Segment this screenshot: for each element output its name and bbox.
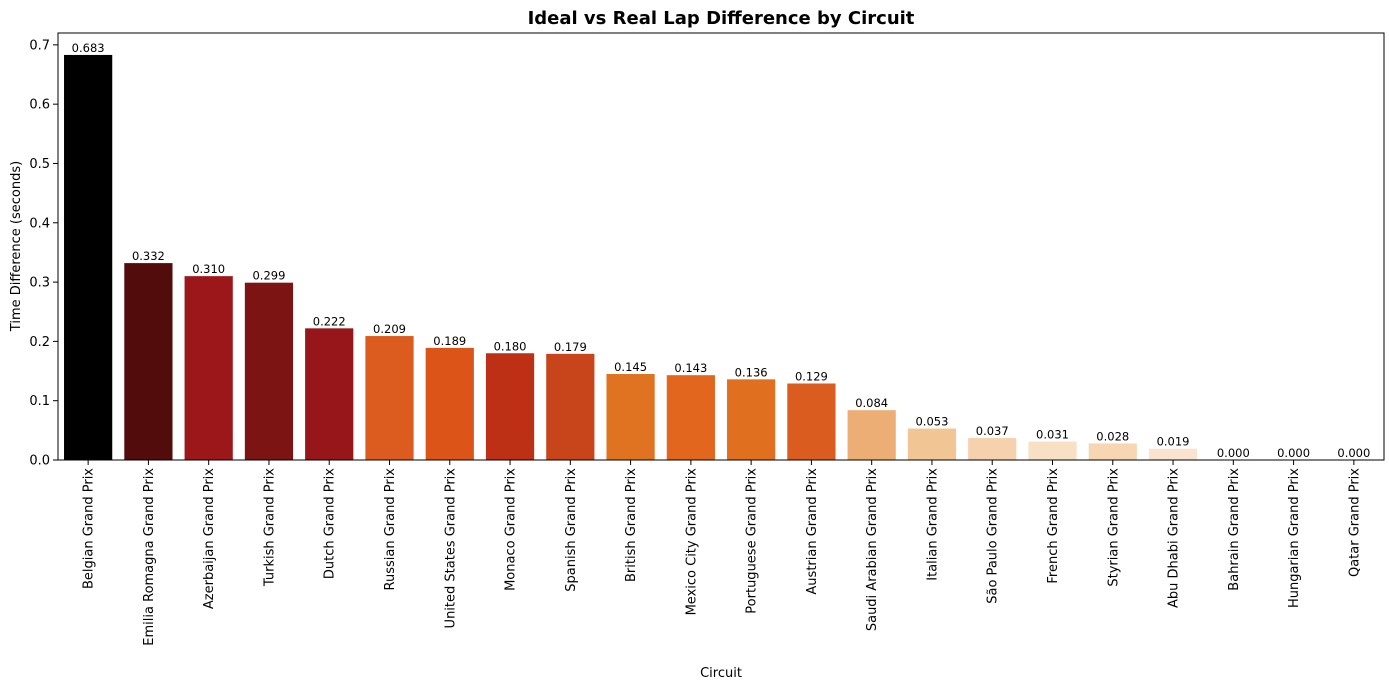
x-tick-label: United States Grand Prix [443, 468, 458, 629]
bar [64, 54, 113, 460]
data-label: 0.084 [855, 396, 888, 410]
bar [787, 383, 836, 460]
data-label: 0.028 [1096, 429, 1129, 443]
bar [425, 347, 474, 460]
x-tick-label: Austrian Grand Prix [805, 468, 820, 595]
y-tick-label: 0.2 [29, 335, 50, 350]
y-tick-label: 0.0 [29, 454, 50, 469]
data-label: 0.000 [1217, 446, 1250, 460]
x-tick-label: British Grand Prix [624, 468, 639, 582]
data-label: 0.189 [433, 334, 466, 348]
data-label: 0.019 [1157, 435, 1190, 449]
data-label: 0.310 [192, 262, 225, 276]
y-tick-label: 0.6 [29, 98, 50, 113]
value-labels: 0.683 0.332 0.310 0.299 0.222 0.209 0.189 0.180… [72, 41, 1371, 460]
y-axis-label: Time Difference (seconds) [9, 161, 24, 332]
data-label: 0.145 [614, 360, 647, 374]
bar [365, 336, 414, 460]
data-label: 0.129 [795, 369, 828, 383]
y-tick-label: 0.1 [29, 394, 50, 409]
y-tick-label: 0.4 [29, 216, 50, 231]
x-tick-label: Portuguese Grand Prix [745, 468, 760, 614]
y-tick-label: 0.7 [29, 38, 50, 53]
x-tick-label: French Grand Prix [1046, 468, 1061, 584]
x-tick-label: Styrian Grand Prix [1106, 468, 1121, 587]
x-tick-label: São Paulo Grand Prix [986, 468, 1001, 604]
bars [64, 54, 1198, 460]
x-tick-label: Emilia Romagna Grand Prix [142, 468, 157, 646]
x-tick-label: Spanish Grand Prix [564, 468, 579, 592]
x-tick-label: Bahrain Grand Prix [1227, 468, 1242, 591]
chart-title: Ideal vs Real Lap Difference by Circuit [528, 8, 915, 29]
y-tick-label: 0.3 [29, 276, 50, 291]
x-axis-label: Circuit [700, 666, 742, 681]
bar [305, 328, 354, 460]
x-tick-label: Russian Grand Prix [383, 468, 398, 591]
bar [606, 374, 655, 460]
x-tick-label: Turkish Grand Prix [262, 468, 277, 587]
data-label: 0.053 [915, 415, 948, 429]
bar [184, 276, 233, 460]
x-tick-label: Italian Grand Prix [925, 468, 940, 581]
bar [968, 438, 1017, 460]
data-label: 0.037 [976, 424, 1009, 438]
data-label: 0.209 [373, 322, 406, 336]
bar [546, 353, 595, 460]
x-tick-label: Mexico City Grand Prix [684, 468, 699, 616]
x-tick-label: Qatar Grand Prix [1347, 468, 1362, 577]
x-axis: Belgian Grand Prix Emilia Romagna Grand P… [82, 460, 1362, 646]
bar [485, 353, 535, 460]
bar [244, 282, 294, 460]
x-tick-label: Monaco Grand Prix [504, 468, 519, 591]
x-tick-label: Hungarian Grand Prix [1287, 468, 1302, 608]
data-label: 0.683 [72, 41, 105, 55]
data-label: 0.136 [735, 365, 768, 379]
data-label: 0.180 [494, 339, 527, 353]
x-tick-label: Dutch Grand Prix [323, 468, 338, 579]
bar [1088, 443, 1137, 460]
x-tick-label: Saudi Arabian Grand Prix [865, 468, 880, 631]
bar [1028, 441, 1077, 460]
x-tick-label: Abu Dhabi Grand Prix [1167, 468, 1182, 608]
bar [1148, 448, 1198, 460]
bar [124, 263, 173, 460]
y-axis: 0.0 0.1 0.2 0.3 0.4 0.5 0.6 0.7 [29, 38, 58, 469]
data-label: 0.222 [313, 314, 346, 328]
data-label: 0.000 [1277, 446, 1310, 460]
x-tick-label: Azerbaijan Grand Prix [202, 468, 217, 609]
bar [907, 428, 957, 460]
data-label: 0.179 [554, 340, 587, 354]
data-label: 0.000 [1337, 446, 1370, 460]
x-tick-label: Belgian Grand Prix [82, 468, 97, 589]
data-label: 0.143 [674, 361, 707, 375]
data-label: 0.332 [132, 249, 165, 263]
bar [727, 379, 776, 460]
y-tick-label: 0.5 [29, 157, 50, 172]
bar [847, 410, 896, 460]
data-label: 0.299 [252, 269, 285, 283]
data-label: 0.031 [1036, 428, 1069, 442]
bar [666, 375, 715, 460]
plot-frame [57, 32, 1385, 461]
